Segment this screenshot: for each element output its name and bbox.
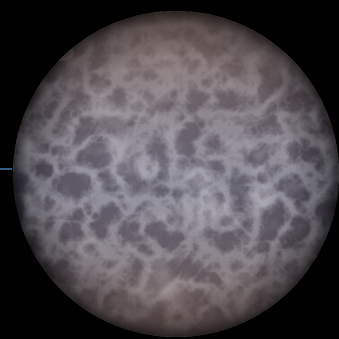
planet-limb-shadow [13,11,339,337]
